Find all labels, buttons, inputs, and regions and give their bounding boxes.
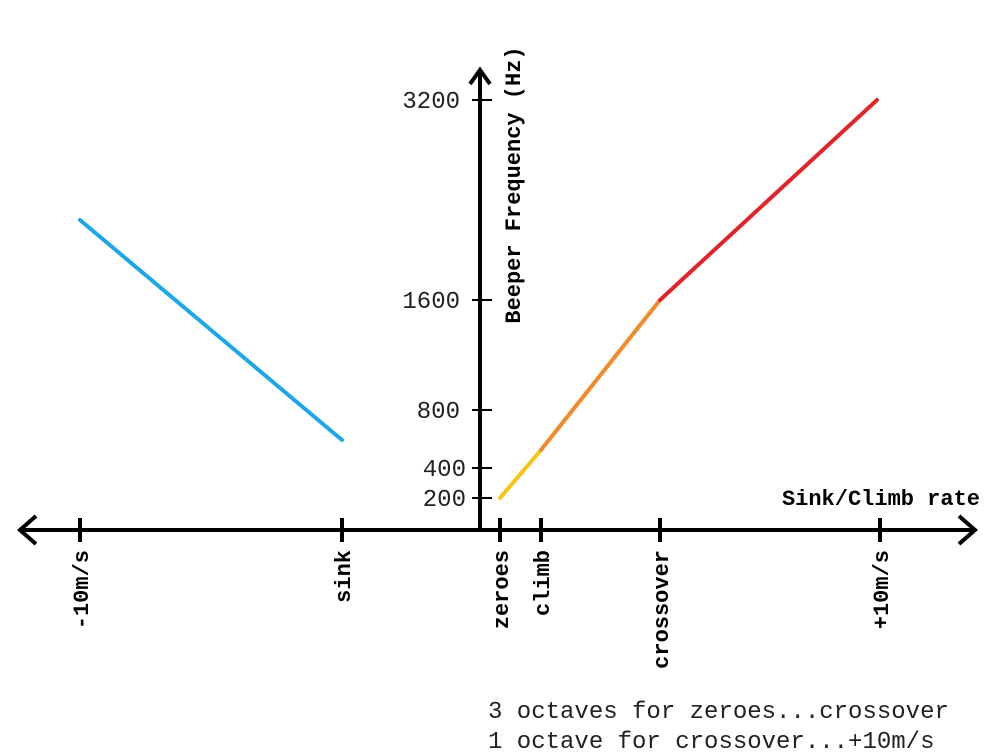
zeroes-climb-line (498, 448, 543, 500)
x-tick-label: crossover (650, 550, 675, 669)
x-tick-label: -10m/s (70, 550, 95, 629)
note-line: 1 octave for crossover...+10m/s (488, 729, 934, 756)
sink-tone-line (78, 218, 344, 442)
x-axis-right-arrow (957, 514, 979, 546)
x-tick-label: zeroes (490, 550, 515, 629)
x-axis (16, 514, 979, 546)
x-tick-label: +10m/s (870, 550, 895, 629)
x-tick-label: sink (332, 550, 357, 603)
x-tick-label: climb (531, 550, 556, 616)
notes: 3 octaves for zeroes...crossover 1 octav… (488, 699, 949, 756)
y-tick-label: 1600 (402, 289, 460, 316)
y-tick-labels: 3200 1600 800 400 200 (402, 89, 466, 514)
y-tick-label: 3200 (402, 89, 460, 116)
climb-crossover-line (539, 298, 662, 452)
y-tick-label: 200 (423, 487, 466, 514)
y-tick-label: 400 (423, 457, 466, 484)
crossover-max-line (658, 98, 879, 302)
y-tick-marks (472, 99, 492, 499)
x-tick-labels: -10m/s sink zeroes climb crossover +10m/… (70, 550, 895, 669)
x-tick-marks (78, 518, 882, 542)
note-line: 3 octaves for zeroes...crossover (488, 699, 949, 726)
y-axis-arrow (468, 66, 492, 86)
y-tick-label: 800 (417, 399, 460, 426)
x-axis-label: Sink/Climb rate (782, 487, 980, 512)
x-axis-left-arrow (16, 514, 38, 546)
frequency-curve (78, 98, 879, 500)
y-axis-label: Beeper Frequency (Hz) (502, 46, 527, 323)
